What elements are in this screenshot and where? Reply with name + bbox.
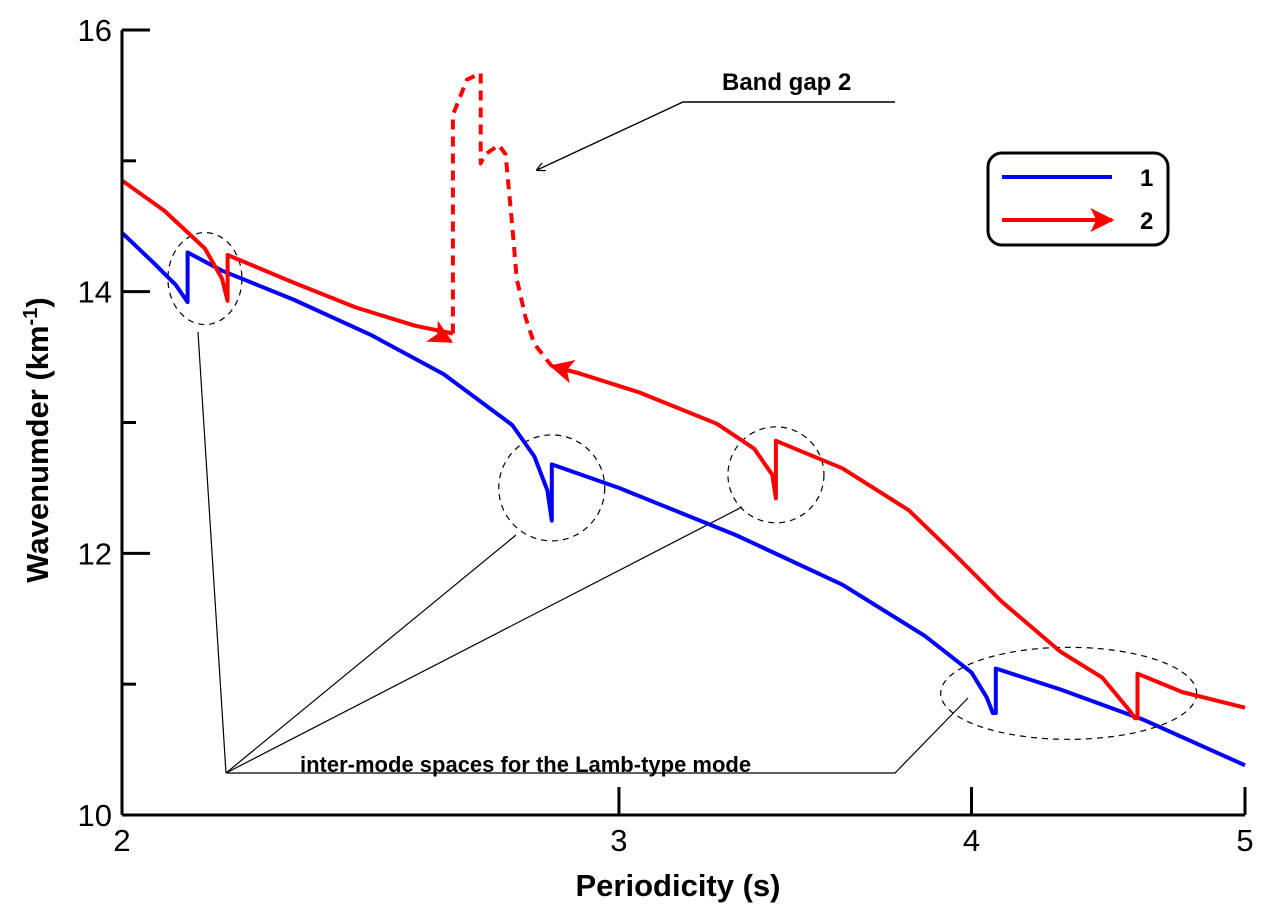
series-lines [120, 71, 1246, 768]
x-tick-label: 5 [1236, 823, 1253, 858]
intermode-leader-line [225, 506, 743, 774]
axes [120, 28, 1247, 817]
series-2-solid-line-1 [120, 178, 454, 336]
y-tick-label: 16 [78, 13, 112, 48]
intermode-underline [226, 697, 969, 774]
band-gap-leader-line [537, 101, 895, 170]
intermode-leader-line [197, 331, 227, 774]
intermode-leader-line [225, 534, 517, 774]
mode-gap-highlights [167, 231, 1198, 740]
band-gap-label: Band gap 2 [722, 69, 851, 96]
y-tick-label: 14 [78, 275, 112, 310]
mode-gap-ellipse [940, 646, 1198, 740]
series-2-dashed-line-2 [450, 71, 554, 368]
x-tick-label: 4 [963, 823, 980, 858]
series-2-solid-line-3 [551, 364, 1246, 721]
legend: 12 [986, 151, 1170, 247]
mode-gap-ellipse [727, 426, 825, 524]
y-axis-title-superscript: -1 [20, 308, 42, 326]
band-gap-entry-arrow [426, 320, 454, 344]
series-1-solid-line-0 [120, 231, 1246, 768]
intermode-label: inter-mode spaces for the Lamb-type mode [300, 752, 751, 777]
legend-items: 12 [1002, 165, 1153, 235]
legend-label-1: 1 [1140, 165, 1153, 192]
y-tick-label: 12 [78, 536, 112, 571]
x-tick-label: 2 [113, 823, 130, 858]
legend-label-2: 2 [1140, 208, 1153, 235]
band-gap-exit-arrow [549, 359, 578, 384]
y-axis-title: Wavenumder (km-1) [20, 297, 55, 582]
annotation-leader-lines [197, 101, 969, 774]
x-tick-label: 3 [610, 823, 627, 858]
x-axis-title: Periodicity (s) [576, 868, 781, 903]
y-axis-title-end: ) [20, 297, 55, 307]
y-tick-label: 10 [78, 798, 112, 833]
mode-gap-ellipse [498, 434, 606, 542]
y-axis-title-main: Wavenumder (km [20, 325, 55, 582]
